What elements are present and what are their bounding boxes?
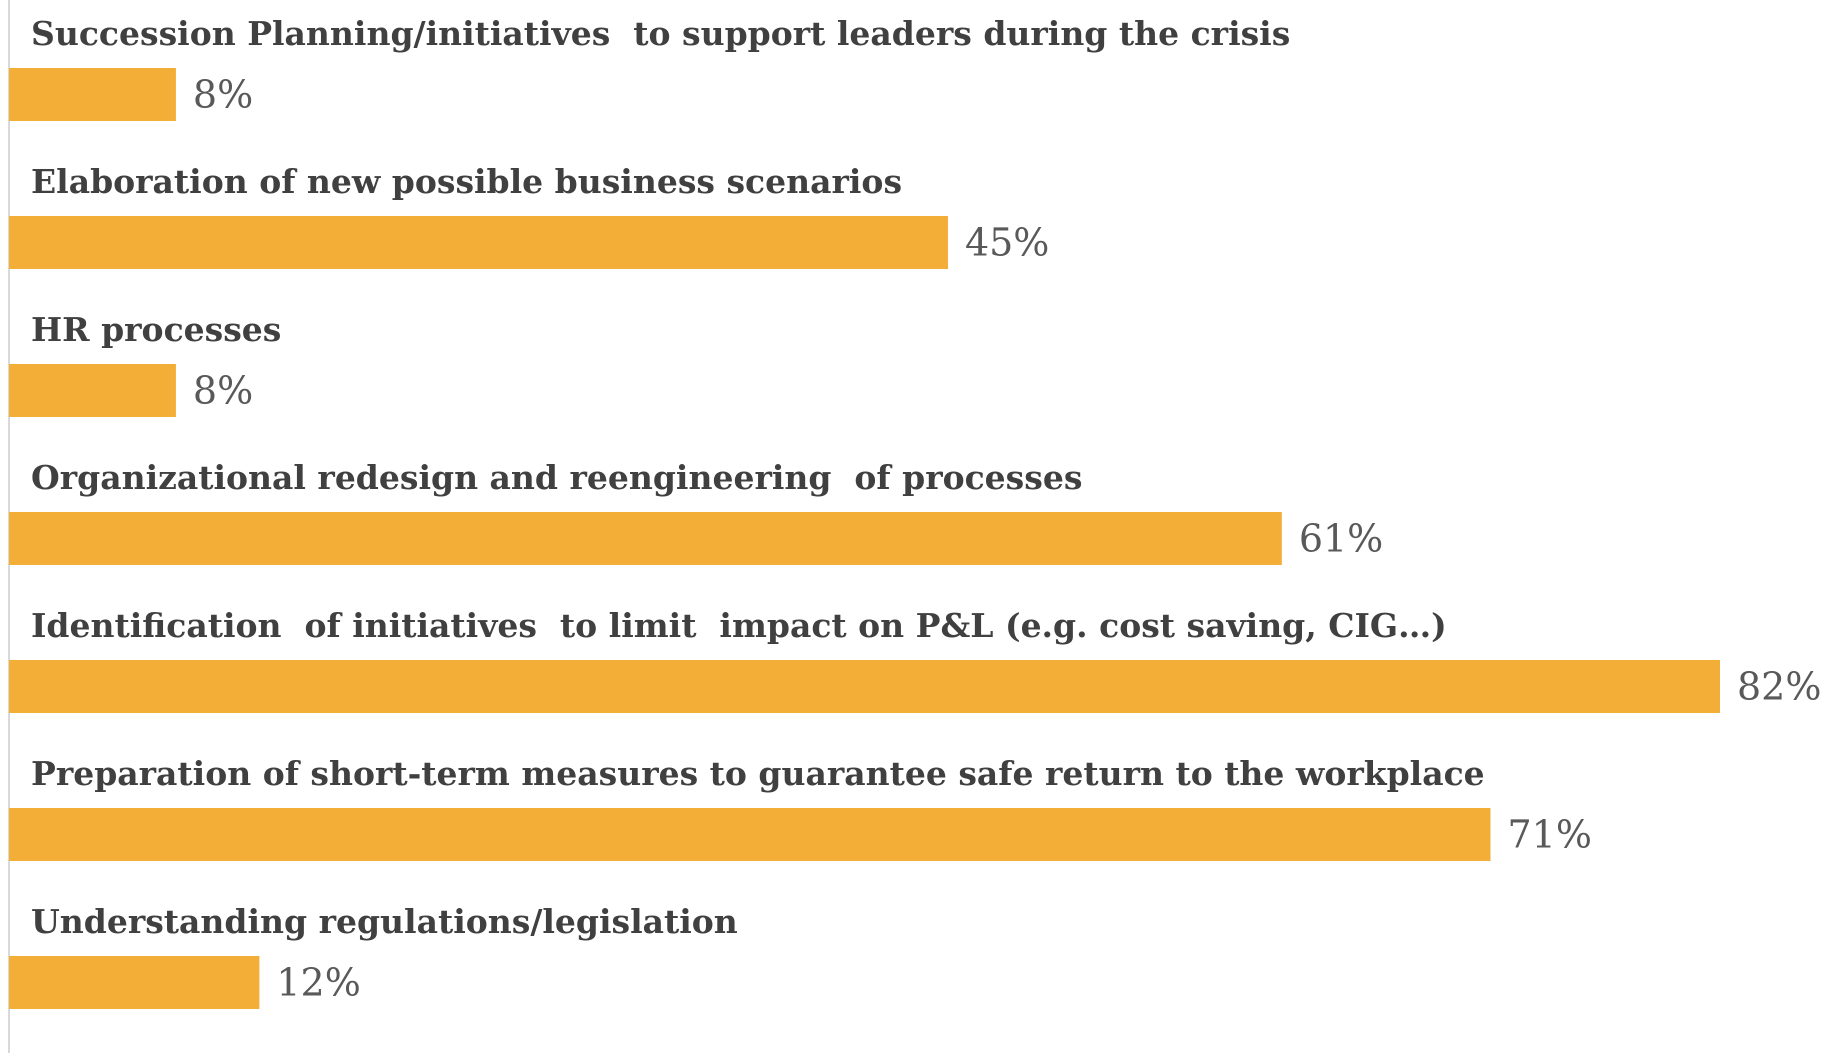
category-label: Identification of initiatives to limit i… <box>31 606 1447 645</box>
bar <box>9 660 1720 713</box>
category-label: Understanding regulations/legislation <box>31 902 738 941</box>
bar <box>9 956 260 1009</box>
value-label: 71% <box>1507 813 1591 857</box>
bar <box>9 808 1491 861</box>
value-label: 45% <box>965 221 1049 265</box>
bar <box>9 364 176 417</box>
category-label: HR processes <box>31 310 281 349</box>
category-label: Organizational redesign and reengineerin… <box>31 458 1082 497</box>
value-label: 12% <box>276 961 360 1005</box>
category-label: Succession Planning/initiatives to suppo… <box>31 14 1290 53</box>
bar <box>9 68 176 121</box>
value-label: 82% <box>1737 665 1821 709</box>
value-label: 61% <box>1299 517 1383 561</box>
bar <box>9 216 948 269</box>
category-label: Preparation of short-term measures to gu… <box>31 754 1485 793</box>
value-label: 8% <box>193 73 253 117</box>
bar <box>9 512 1282 565</box>
value-label: 8% <box>193 369 253 413</box>
category-label: Elaboration of new possible business sce… <box>31 162 902 201</box>
